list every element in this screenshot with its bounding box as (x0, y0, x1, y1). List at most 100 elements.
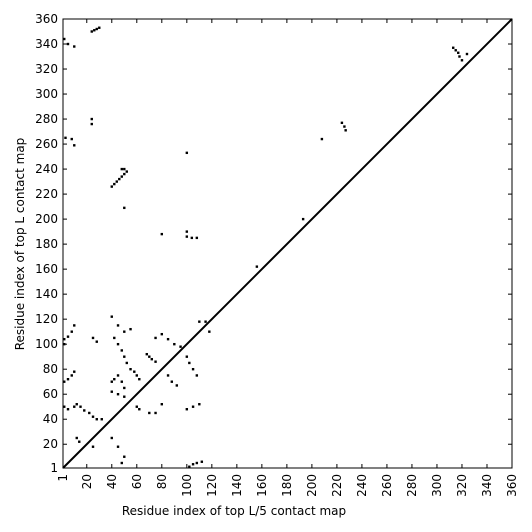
point (320, 137, 324, 141)
point (98, 26, 101, 29)
x-tick-label: 320 (455, 474, 469, 497)
point (191, 463, 195, 466)
point (123, 172, 126, 176)
x-tick-label: 160 (255, 474, 269, 497)
y-tick-label: 100 (35, 337, 58, 351)
point (113, 378, 116, 381)
point (255, 265, 259, 268)
point (64, 136, 67, 140)
point (120, 167, 123, 171)
point (123, 330, 126, 333)
point (120, 175, 123, 178)
point (195, 374, 199, 377)
point (90, 122, 93, 126)
point (90, 117, 93, 121)
point (195, 236, 199, 240)
point (63, 337, 66, 341)
x-tick-label: 80 (155, 474, 169, 489)
point (185, 151, 189, 155)
y-tick-label: 120 (35, 312, 58, 326)
point (154, 360, 157, 363)
point (175, 384, 179, 387)
point (75, 436, 78, 440)
x-tick-label: 120 (205, 474, 219, 497)
point (343, 125, 346, 128)
point (129, 367, 132, 371)
point (113, 182, 116, 186)
point (195, 461, 199, 465)
point (73, 144, 76, 147)
point (138, 378, 141, 381)
point (148, 355, 151, 358)
point (66, 335, 70, 338)
point (204, 320, 207, 323)
x-tick-label: 180 (280, 474, 294, 497)
point (154, 411, 157, 415)
y-tick-label: 40 (43, 412, 58, 426)
point (110, 185, 113, 188)
point (200, 460, 204, 463)
point (458, 55, 461, 58)
point (125, 170, 128, 173)
point (116, 374, 120, 377)
point (63, 37, 66, 41)
y-tick-label: 220 (35, 187, 58, 201)
x-tick-label: 280 (405, 474, 419, 497)
point (190, 236, 194, 240)
point (66, 378, 70, 381)
point (129, 327, 132, 331)
point (123, 386, 126, 390)
point (120, 380, 123, 383)
point (95, 27, 98, 31)
point (198, 320, 201, 323)
point (160, 332, 164, 336)
point (88, 411, 91, 415)
point (465, 52, 469, 56)
point (344, 129, 347, 132)
y-tick-label: 240 (35, 162, 58, 176)
point (73, 405, 76, 408)
point (115, 180, 118, 183)
point (90, 30, 93, 33)
point (198, 403, 201, 406)
point (179, 345, 182, 348)
point (63, 342, 66, 346)
y-tick-label: 160 (35, 262, 58, 276)
y-tick-label: 1 (50, 461, 58, 475)
point (70, 330, 73, 333)
point (208, 330, 211, 333)
point (185, 408, 189, 411)
point (116, 393, 120, 396)
point (75, 403, 78, 406)
point (150, 357, 153, 361)
point (73, 45, 76, 48)
point (113, 336, 116, 340)
point (110, 380, 113, 383)
point (173, 342, 176, 346)
y-tick-label: 360 (35, 12, 58, 26)
point (185, 230, 189, 233)
y-tick-label: 20 (43, 437, 58, 451)
point (185, 235, 189, 238)
point (123, 206, 126, 210)
point (73, 324, 76, 327)
point (110, 390, 113, 393)
x-tick-label: 340 (480, 474, 494, 497)
point (70, 374, 73, 377)
point (148, 411, 151, 415)
point (170, 380, 174, 383)
point (185, 355, 189, 358)
point (116, 342, 120, 346)
point (120, 349, 123, 352)
point (100, 418, 103, 421)
point (135, 374, 138, 377)
y-tick-label: 60 (43, 387, 58, 401)
point (160, 403, 164, 406)
point (83, 409, 86, 412)
x-tick-label: 140 (230, 474, 244, 497)
point (110, 315, 113, 318)
y-tick-label: 80 (43, 362, 58, 376)
x-tick-label: 1 (56, 474, 70, 482)
x-tick-label: 240 (355, 474, 369, 497)
point (166, 337, 170, 341)
